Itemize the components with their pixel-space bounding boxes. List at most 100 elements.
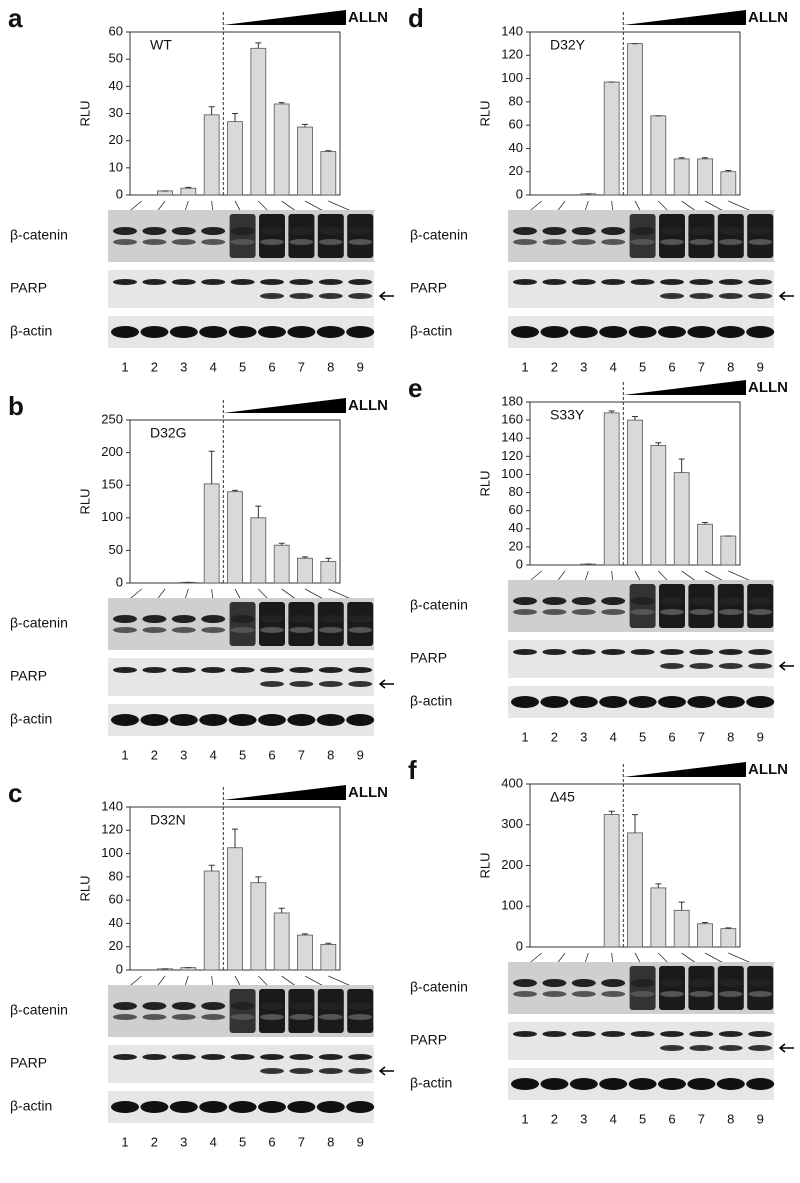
series-label: D32G: [150, 425, 187, 441]
blot-band: [748, 293, 773, 299]
blot-band: [630, 279, 655, 285]
blot-band: [171, 239, 196, 245]
blot-band: [142, 227, 167, 235]
blot-band: [346, 326, 375, 338]
blot-band: [258, 1101, 286, 1113]
error-bar: [208, 450, 215, 484]
y-tick-label: 20: [509, 538, 523, 553]
blot-band: [230, 279, 255, 285]
blot-band: [628, 326, 657, 338]
blot-band: [201, 1002, 226, 1010]
blot-band: [748, 979, 773, 987]
blot-band: [230, 1054, 255, 1060]
blot-band: [113, 239, 137, 245]
blot-band: [748, 597, 773, 605]
blot-band: [289, 681, 314, 687]
y-tick-label: 10: [109, 159, 123, 174]
blot-smear: [747, 966, 774, 1010]
blot-band: [599, 1078, 628, 1090]
treatment-label: ALLN: [348, 397, 388, 414]
blot-band: [260, 627, 284, 633]
lane-number: 2: [151, 1134, 158, 1149]
y-tick-label: 50: [109, 51, 123, 66]
y-tick-label: 120: [101, 822, 123, 837]
blot-smear: [259, 214, 285, 258]
blot-band: [660, 293, 684, 299]
bar: [720, 928, 737, 948]
panel-label: f: [408, 755, 417, 785]
error-bar: [208, 864, 215, 872]
y-tick-label: 140: [501, 23, 523, 38]
lane-number: 4: [210, 747, 217, 762]
blot-band: [569, 326, 598, 338]
lane-number: 4: [610, 729, 617, 744]
blot-band: [318, 293, 343, 299]
blot-band: [113, 667, 137, 673]
blot-background: [108, 658, 374, 696]
blot-band: [142, 1054, 167, 1060]
blot-band: [113, 227, 137, 235]
blot-band: [601, 1031, 626, 1037]
y-tick-label: 60: [509, 502, 523, 517]
y-axis-label: RLU: [77, 488, 92, 514]
y-tick-label: 400: [501, 775, 523, 790]
bar: [603, 814, 620, 948]
blot-band: [348, 667, 373, 673]
blot-band: [689, 239, 714, 245]
lane-number: 8: [727, 1111, 734, 1126]
lane-number: 8: [327, 1134, 334, 1149]
lane-number: 5: [639, 1111, 646, 1126]
blot-label: β-actin: [410, 323, 452, 339]
blot-band: [660, 239, 684, 245]
blot-band: [511, 1078, 539, 1090]
blot-band: [571, 649, 596, 655]
error-bar: [725, 170, 732, 172]
error-bar: [632, 814, 638, 833]
blot-band: [748, 227, 773, 235]
y-tick-label: 30: [109, 105, 123, 120]
blot-band: [601, 979, 626, 987]
blot-smear: [347, 602, 374, 646]
blot-band: [230, 1014, 255, 1020]
lane-number: 4: [610, 359, 617, 374]
blot-band: [718, 979, 743, 987]
panel-label: c: [8, 778, 22, 808]
y-tick-label: 80: [509, 484, 523, 499]
blot-band: [289, 279, 314, 285]
bar: [320, 943, 337, 971]
blot-band: [113, 615, 137, 623]
dose-wedge: [223, 10, 346, 25]
y-tick-label: 100: [501, 466, 523, 481]
blot-label: PARP: [10, 280, 47, 296]
bar: [697, 523, 713, 566]
lane-number: 3: [180, 747, 187, 762]
blot-band: [689, 227, 714, 235]
blot-band: [113, 1002, 137, 1010]
blot-smear: [717, 584, 744, 628]
y-tick-label: 160: [501, 412, 523, 427]
error-bar: [255, 505, 262, 518]
blot-band: [513, 597, 537, 605]
blot-band: [718, 293, 743, 299]
blot-smear: [317, 602, 344, 646]
lane-number: 6: [268, 747, 275, 762]
bar: [627, 43, 643, 196]
blot-band: [258, 326, 286, 338]
blot-band: [318, 1068, 343, 1074]
series-label: D32N: [150, 812, 186, 828]
y-tick-label: 0: [116, 574, 123, 589]
bar: [180, 187, 197, 196]
blot-label: β-catenin: [410, 227, 468, 243]
blot-band: [113, 1054, 137, 1060]
blot-band: [140, 326, 169, 338]
blot-band: [318, 627, 343, 633]
bar: [673, 472, 690, 566]
blot-band: [346, 1101, 375, 1113]
bar: [297, 557, 313, 584]
blot-band: [660, 1031, 684, 1037]
blot-smear: [659, 214, 685, 258]
bar: [673, 158, 690, 196]
blot-band: [201, 239, 226, 245]
bar: [603, 81, 620, 196]
lane-number: 1: [521, 359, 528, 374]
